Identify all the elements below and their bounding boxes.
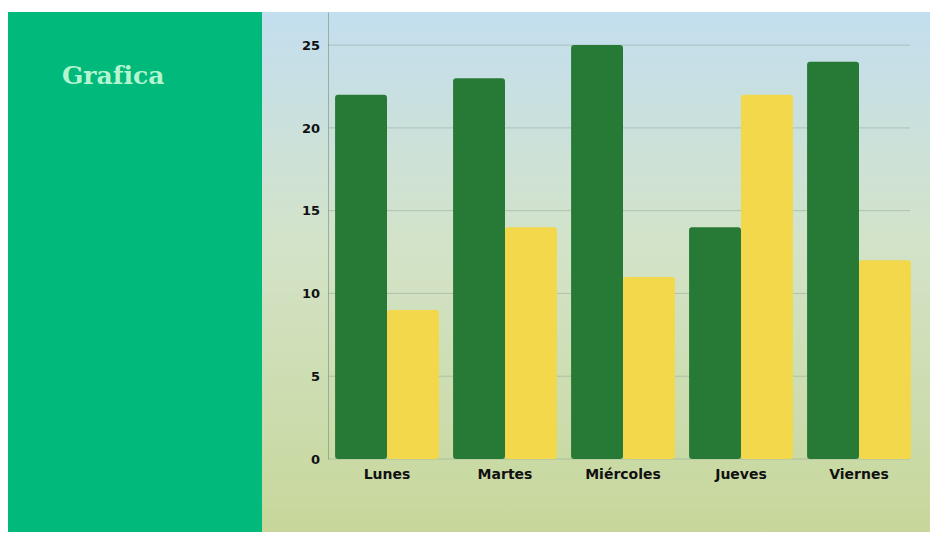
y-axis-line xyxy=(328,13,329,460)
y-tick: 5 xyxy=(311,369,328,384)
x-tick-label: Jueves xyxy=(714,466,767,482)
bar xyxy=(335,95,387,459)
bar xyxy=(387,310,439,459)
x-tick: Miércoles xyxy=(585,459,661,482)
y-tick: 25 xyxy=(302,38,328,53)
bars xyxy=(335,45,911,459)
y-tick: 0 xyxy=(311,452,328,467)
chart-background xyxy=(262,12,930,532)
bar xyxy=(859,260,911,459)
bar xyxy=(741,95,793,459)
x-tick: Martes xyxy=(478,459,533,482)
grid xyxy=(328,45,910,459)
x-tick: Jueves xyxy=(714,459,767,482)
x-tick-label: Miércoles xyxy=(585,466,661,482)
x-tick-label: Viernes xyxy=(829,466,889,482)
x-tick-label: Martes xyxy=(478,466,533,482)
bar xyxy=(571,45,623,459)
chart-title: Grafica xyxy=(62,61,164,90)
x-tick: Viernes xyxy=(829,459,889,482)
y-tick: 20 xyxy=(302,121,328,136)
y-tick-label: 15 xyxy=(302,203,320,218)
y-axis: 0 5 10 15 20 25 xyxy=(302,13,329,467)
y-tick-label: 0 xyxy=(311,452,320,467)
bar xyxy=(453,78,505,459)
x-tick: Lunes xyxy=(364,459,411,482)
y-tick-label: 20 xyxy=(302,121,320,136)
x-axis-line xyxy=(329,459,919,460)
chart-root: Grafica 0 5 10 15 20 25 Lunes Martes Miércoles Jue… xyxy=(0,0,938,534)
y-tick: 10 xyxy=(302,286,328,301)
y-tick-label: 5 xyxy=(311,369,320,384)
y-tick: 15 xyxy=(302,203,328,218)
bar xyxy=(623,277,675,459)
bar xyxy=(505,227,557,459)
y-tick-label: 25 xyxy=(302,38,320,53)
x-axis: Lunes Martes Miércoles Jueves Viernes xyxy=(329,459,919,482)
y-tick-label: 10 xyxy=(302,286,320,301)
side-panel xyxy=(8,12,262,532)
bar xyxy=(807,62,859,459)
bar xyxy=(689,227,741,459)
x-tick-label: Lunes xyxy=(364,466,411,482)
